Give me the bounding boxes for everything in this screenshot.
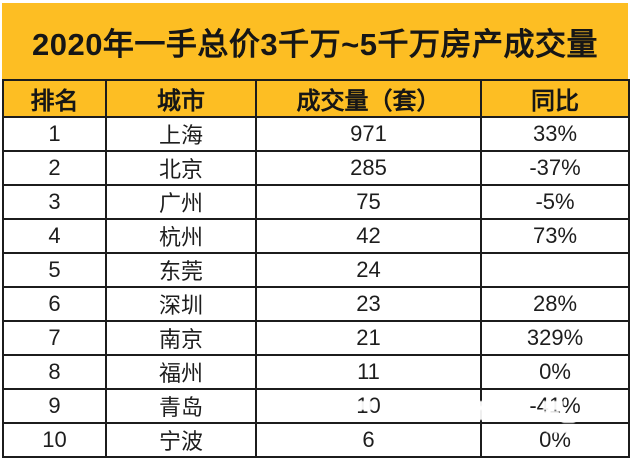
- cell-yoy: 73%: [480, 218, 630, 254]
- cell-volume: 21: [255, 320, 482, 356]
- table-row: 1 上海 971 33%: [2, 116, 630, 152]
- cell-volume: 42: [255, 218, 482, 254]
- cell-rank: 5: [2, 252, 107, 288]
- table-row: 7 南京 21 329%: [2, 320, 630, 356]
- cell-rank: 3: [2, 184, 107, 220]
- cell-volume: 10: [255, 388, 482, 424]
- cell-yoy: 0%: [480, 422, 630, 458]
- cell-yoy: [480, 252, 630, 288]
- cell-city: 广州: [105, 184, 257, 220]
- cell-volume: 75: [255, 184, 482, 220]
- cell-rank: 2: [2, 150, 107, 186]
- col-header-volume: 成交量（套）: [255, 79, 482, 118]
- cell-city: 上海: [105, 116, 257, 152]
- cell-rank: 4: [2, 218, 107, 254]
- cell-city: 北京: [105, 150, 257, 186]
- cell-rank: 7: [2, 320, 107, 356]
- table-row: 5 东莞 24: [2, 252, 630, 288]
- cell-volume: 6: [255, 422, 482, 458]
- cell-city: 宁波: [105, 422, 257, 458]
- table-row: 4 杭州 42 73%: [2, 218, 630, 254]
- cell-city: 东莞: [105, 252, 257, 288]
- cell-rank: 9: [2, 388, 107, 424]
- table-row: 2 北京 285 -37%: [2, 150, 630, 186]
- cell-volume: 23: [255, 286, 482, 322]
- cell-city: 福州: [105, 354, 257, 390]
- data-table: 排名 城市 成交量（套） 同比 1 上海 971 33% 2 北京 285 -37% 3 广州 75…: [2, 79, 630, 458]
- cell-yoy: 28%: [480, 286, 630, 322]
- table-row: 9 青岛 10 -41%: [2, 388, 630, 424]
- cell-yoy: -37%: [480, 150, 630, 186]
- cell-volume: 11: [255, 354, 482, 390]
- cell-volume: 971: [255, 116, 482, 152]
- table-row: 3 广州 75 -5%: [2, 184, 630, 220]
- cell-yoy: 0%: [480, 354, 630, 390]
- cell-volume: 24: [255, 252, 482, 288]
- col-header-rank: 排名: [2, 79, 107, 118]
- cell-rank: 10: [2, 422, 107, 458]
- page-title: 2020年一手总价3千万~5千万房产成交量: [2, 3, 628, 79]
- table-header-row: 排名 城市 成交量（套） 同比: [2, 79, 630, 118]
- cell-city: 杭州: [105, 218, 257, 254]
- cell-yoy: -5%: [480, 184, 630, 220]
- col-header-city: 城市: [105, 79, 257, 118]
- cell-rank: 8: [2, 354, 107, 390]
- cell-yoy: 33%: [480, 116, 630, 152]
- table-row: 8 福州 11 0%: [2, 354, 630, 390]
- cell-rank: 6: [2, 286, 107, 322]
- cell-yoy: 329%: [480, 320, 630, 356]
- cell-volume: 285: [255, 150, 482, 186]
- cell-city: 南京: [105, 320, 257, 356]
- cell-city: 青岛: [105, 388, 257, 424]
- table-body: 1 上海 971 33% 2 北京 285 -37% 3 广州 75 -5% 4 杭州 42 73% 5 东莞 24…: [2, 116, 630, 458]
- cell-city: 深圳: [105, 286, 257, 322]
- table-row: 10 宁波 6 0%: [2, 422, 630, 458]
- cell-yoy: -41%: [480, 388, 630, 424]
- col-header-yoy: 同比: [480, 79, 630, 118]
- table-row: 6 深圳 23 28%: [2, 286, 630, 322]
- cell-rank: 1: [2, 116, 107, 152]
